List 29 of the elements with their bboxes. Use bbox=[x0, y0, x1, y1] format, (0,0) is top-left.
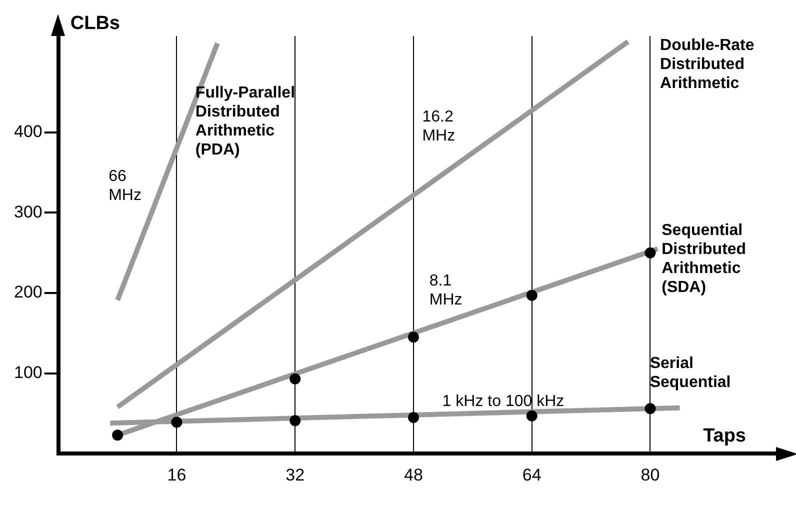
x-tick-label: 32 bbox=[286, 465, 305, 484]
point bbox=[408, 332, 419, 343]
x-axis-title: Taps bbox=[703, 425, 746, 446]
y-axis-title: CLBs bbox=[70, 13, 120, 34]
y-tick-label: 300 bbox=[14, 202, 42, 222]
x-tick-label: 16 bbox=[167, 465, 186, 484]
point bbox=[644, 247, 656, 258]
point bbox=[526, 290, 538, 301]
x-tick-label: 48 bbox=[404, 465, 423, 484]
annotation: 66 MHz bbox=[108, 168, 142, 204]
annotation: 16.2 MHz bbox=[422, 108, 456, 144]
point bbox=[171, 416, 182, 428]
series-label: Fully-Parallel Distributed Arithmetic (PDA) bbox=[195, 84, 296, 159]
point bbox=[290, 415, 301, 426]
series-label: Sequential Distributed Arithmetic (SDA) bbox=[662, 222, 746, 296]
text: Double-Rate Distributed Arithmetic bbox=[660, 37, 754, 92]
y-tick-label: 100 bbox=[14, 362, 42, 382]
point bbox=[290, 373, 301, 384]
series-label: Serial Sequential bbox=[650, 355, 731, 392]
point bbox=[644, 403, 656, 414]
point bbox=[526, 410, 538, 422]
x-tick-label: 64 bbox=[522, 465, 542, 484]
point bbox=[408, 412, 419, 423]
annotation: 1 kHz to 100 kHz bbox=[442, 392, 564, 410]
point bbox=[112, 430, 124, 441]
x-tick-label: 80 bbox=[640, 465, 660, 484]
y-tick-label: 200 bbox=[14, 282, 42, 302]
y-tick-label: 400 bbox=[14, 122, 42, 142]
annotation: 8.1 MHz bbox=[429, 272, 462, 309]
